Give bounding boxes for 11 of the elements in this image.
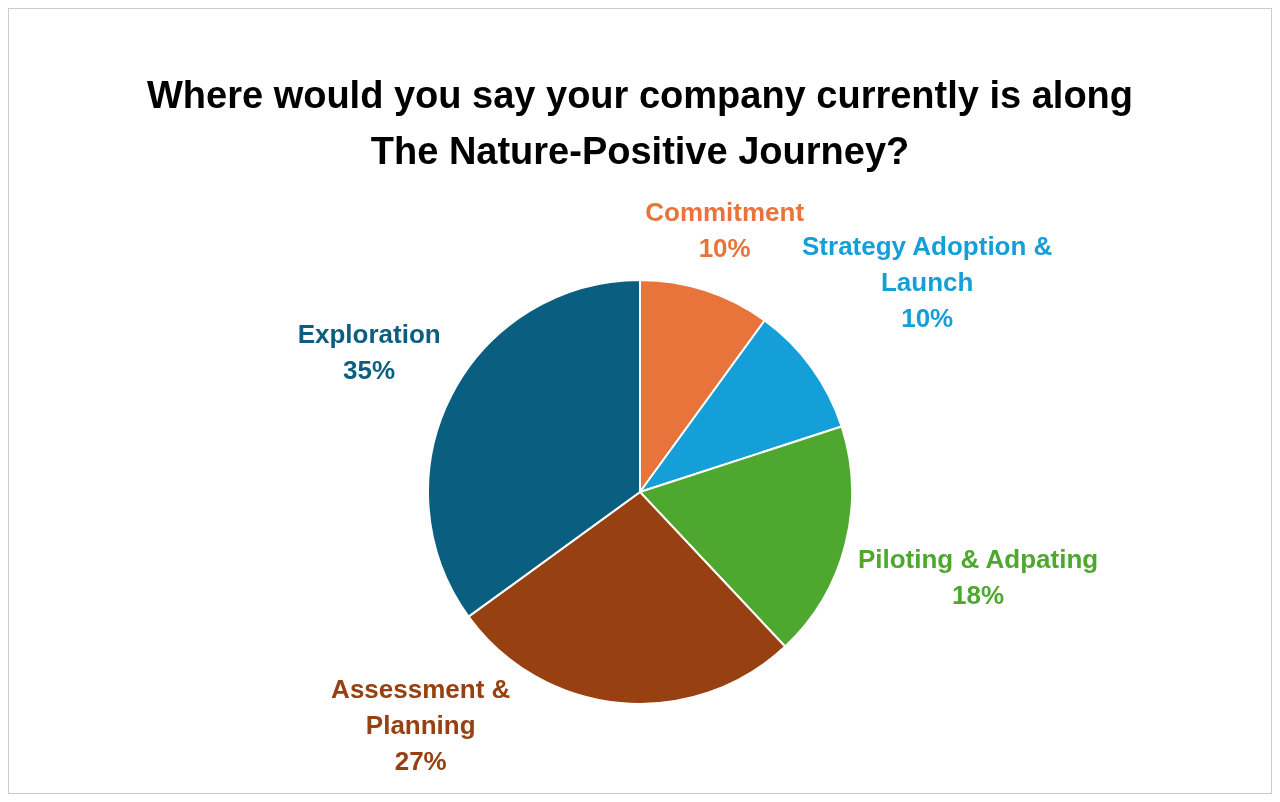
data-label: 10%: [698, 232, 751, 263]
chart-title: Where would you say your company currently is along The Nature-Positive Journey?: [145, 73, 1135, 174]
slice-label: Piloting & Adpating: [857, 543, 1099, 574]
slice-label: Exploration: [297, 319, 441, 350]
slice-label: Strategy Adoption & Launch: [802, 230, 1053, 297]
slice-label: Commitment: [645, 196, 805, 227]
data-label: 10%: [901, 302, 954, 333]
data-label: 18%: [952, 579, 1005, 610]
data-label: 35%: [343, 355, 396, 386]
slice-label: Assessment & Planning: [331, 674, 511, 741]
data-label: 27%: [394, 746, 447, 777]
